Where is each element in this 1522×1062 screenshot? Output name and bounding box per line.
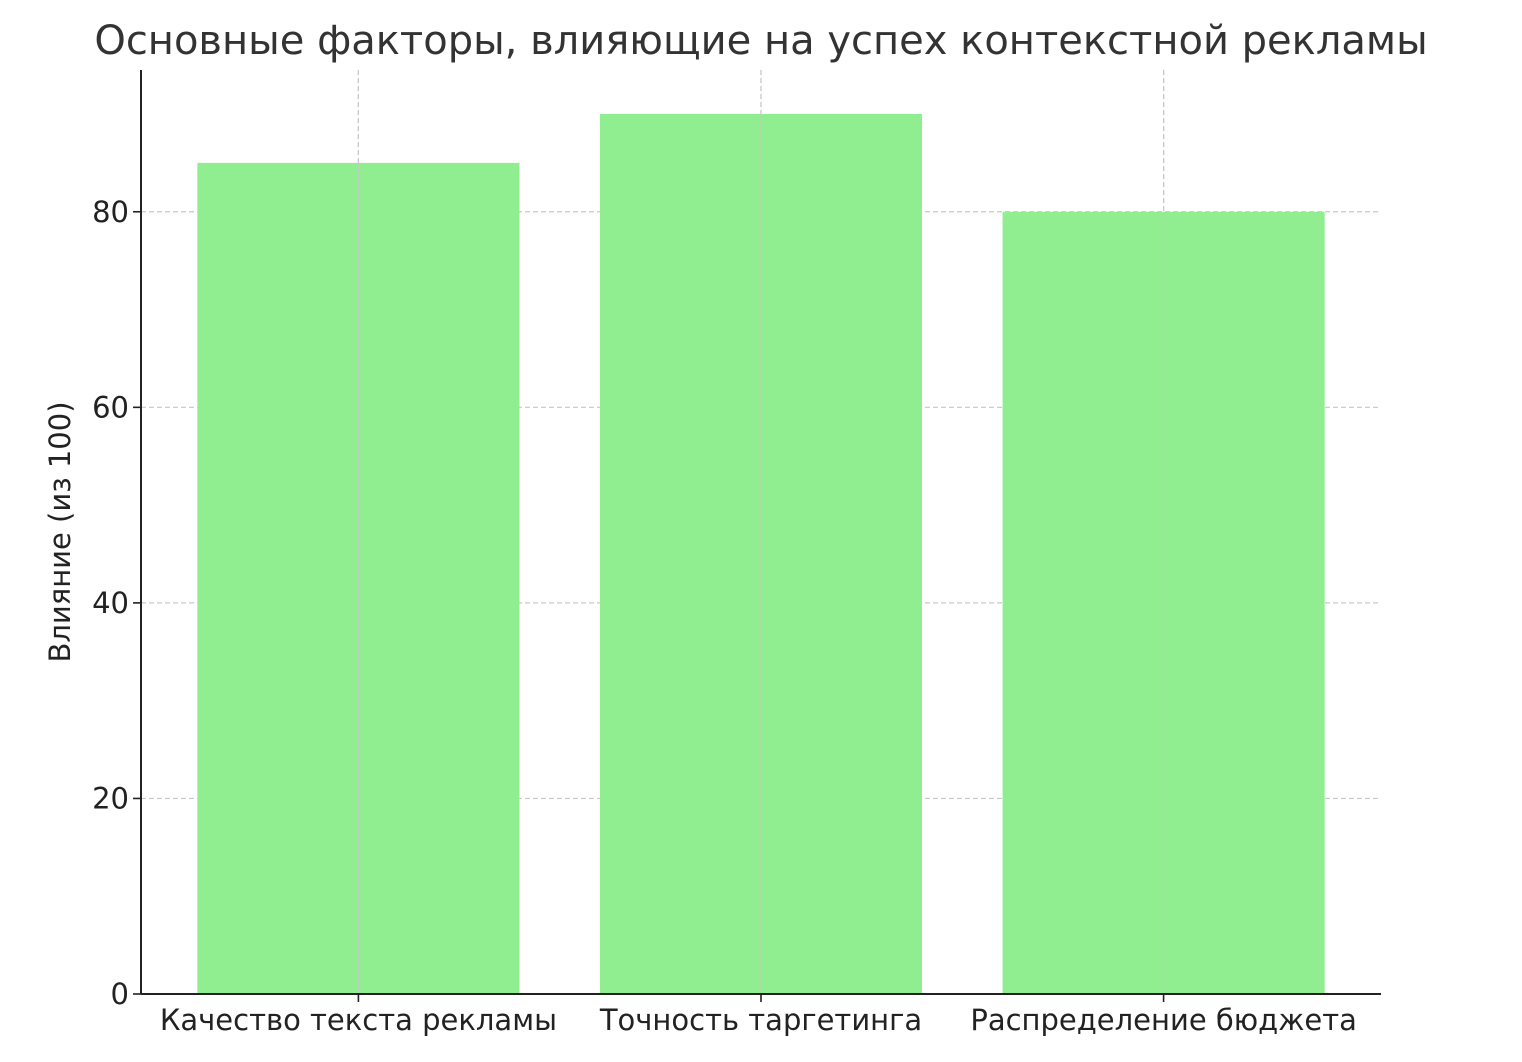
y-tick-label: 0 (111, 977, 129, 1011)
y-tick-label: 80 (92, 195, 129, 229)
y-tick-label: 20 (92, 781, 129, 815)
x-tick-label: Точность таргетинга (599, 1003, 922, 1037)
chart-title: Основные факторы, влияющие на успех конт… (94, 18, 1427, 64)
ticks: 0 20 40 60 80 Качество текста рекламы Точность… (92, 195, 1357, 1037)
y-axis-label: Влияние (из 100) (43, 401, 77, 662)
y-tick-label: 40 (92, 586, 129, 620)
x-tick-label: Распределение бюджета (970, 1003, 1357, 1037)
y-tick-label: 60 (92, 390, 129, 424)
x-tick-label: Качество текста рекламы (160, 1003, 557, 1037)
bars (197, 70, 1325, 994)
